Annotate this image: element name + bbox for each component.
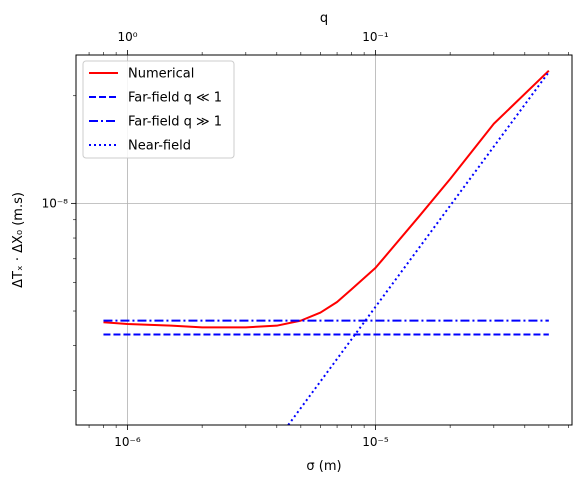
plot-frame [75,54,573,426]
x-tick-label: 10⁻⁵ [362,435,389,449]
y-axis-label: ΔTₓ · ΔX₀ (m.s) [11,192,26,288]
top-axis-label: q [320,11,328,26]
legend-label: Far-field q ≫ 1 [128,115,222,130]
x-axis-label: σ (m) [306,459,341,474]
legend-label: Near-field [128,139,191,154]
y-tick-label: 10⁻⁸ [42,196,69,210]
series-line-3 [287,71,550,425]
legend-box [82,60,235,159]
x-tick-label: 10⁻⁶ [114,435,141,449]
top-tick-label: 10⁻¹ [362,30,389,44]
ticks: 10⁻⁶ 10⁻⁵ 10⁻⁸ 10⁰ 10⁻¹ [42,30,569,449]
legend-label: Far-field q ≪ 1 [128,91,222,106]
legend-label: Numerical [128,67,194,82]
series-layer [103,69,550,425]
series-line-0 [103,69,550,329]
legend: Numerical Far-field q ≪ 1 Far-field q ≫ 1 N… [82,60,235,159]
top-tick-label: 10⁰ [117,30,137,44]
